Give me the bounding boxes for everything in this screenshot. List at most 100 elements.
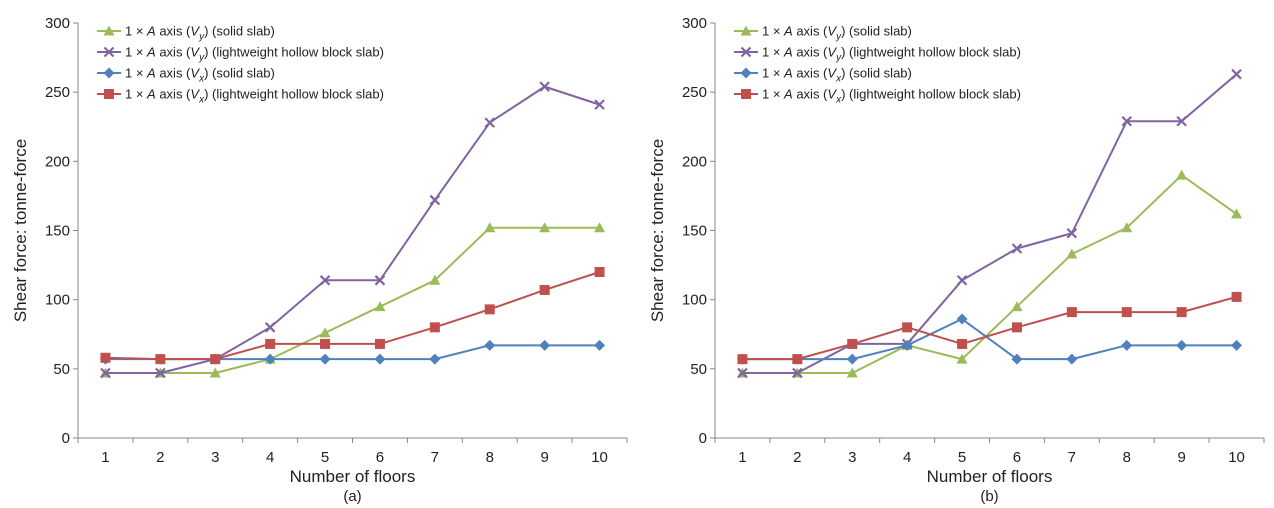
data-point <box>484 222 496 233</box>
x-tick-label: 6 <box>1013 449 1021 466</box>
data-point <box>265 338 276 349</box>
legend-label: 1 × A axis (Vx) (solid slab) <box>125 66 275 85</box>
data-point <box>847 338 858 349</box>
x-tick-label: 6 <box>376 449 384 466</box>
panel-label: (b) <box>980 488 998 505</box>
legend-marker <box>740 46 752 58</box>
y-tick-label: 200 <box>682 153 707 170</box>
y-tick-label: 100 <box>45 292 70 309</box>
data-point <box>901 339 913 351</box>
y-tick-label: 0 <box>699 430 707 447</box>
legend-marker <box>741 89 751 99</box>
data-point <box>957 338 968 349</box>
data-point <box>264 322 276 333</box>
data-point <box>1011 353 1023 365</box>
y-axis-title: Shear force: tonne-force <box>11 139 30 322</box>
x-tick-label: 3 <box>848 449 856 466</box>
data-point <box>320 338 331 349</box>
data-point <box>792 354 803 365</box>
chart-panel-a: 0 50 100 150 200 250 300 1 2 3 4 5 6 7 8 9 10 Number of f… <box>11 15 628 505</box>
legend-item: 1 × A axis (Vx) (lightweight hollow bloc… <box>97 87 384 106</box>
legend-marker <box>740 67 752 79</box>
data-point <box>319 353 331 365</box>
legend-item: 1 × A axis (Vy) (solid slab) <box>734 24 912 43</box>
legend-item: 1 × A axis (Vy) (lightweight hollow bloc… <box>734 45 1021 64</box>
y-axis-title: Shear force: tonne-force <box>648 139 667 322</box>
x-tick-label: 1 <box>738 449 746 466</box>
legend-item: 1 × A axis (Vx) (lightweight hollow bloc… <box>734 87 1021 106</box>
x-tick-label: 8 <box>486 449 494 466</box>
data-point <box>374 301 386 312</box>
legend-item: 1 × A axis (Vy) (lightweight hollow bloc… <box>97 45 384 64</box>
data-point <box>594 99 605 110</box>
chart-panel-b: 0 50 100 150 200 250 300 1 2 3 4 5 6 7 8 9 10 Number of f… <box>648 15 1265 505</box>
x-tick-label: 3 <box>211 449 219 466</box>
y-tick-label: 200 <box>45 153 70 170</box>
legend-marker <box>104 89 114 99</box>
y-tick-label: 50 <box>690 361 707 378</box>
legend-label: 1 × A axis (Vx) (lightweight hollow bloc… <box>125 87 384 106</box>
data-point <box>264 353 276 365</box>
series-4 <box>100 267 605 365</box>
legend-marker <box>103 67 115 79</box>
series-line <box>105 85 600 374</box>
x-tick-label: 4 <box>266 449 274 466</box>
legend-label: 1 × A axis (Vy) (solid slab) <box>125 24 275 43</box>
x-tick-label: 5 <box>321 449 329 466</box>
x-tick-label: 4 <box>903 449 911 466</box>
data-point <box>209 367 221 378</box>
data-point <box>846 367 858 378</box>
data-point <box>539 222 551 233</box>
data-point <box>1176 169 1188 180</box>
y-tick-label: 150 <box>682 223 707 240</box>
data-point <box>100 352 111 363</box>
data-point <box>1231 68 1242 80</box>
data-point <box>956 275 968 286</box>
data-point <box>902 322 913 333</box>
data-point <box>1121 307 1132 318</box>
legend-marker <box>103 46 115 58</box>
legend: 1 × A axis (Vy) (solid slab) 1 × A axis (… <box>734 24 1021 106</box>
data-point <box>792 367 803 379</box>
series-line <box>742 295 1237 361</box>
data-point <box>1231 291 1242 302</box>
data-point <box>484 304 495 315</box>
data-point <box>539 284 550 295</box>
series-line <box>105 271 600 361</box>
legend-item: 1 × A axis (Vx) (solid slab) <box>97 66 275 85</box>
data-point <box>1231 208 1243 219</box>
data-point <box>429 322 440 333</box>
legend-item: 1 × A axis (Vy) (solid slab) <box>97 24 275 43</box>
y-tick-label: 250 <box>682 84 707 101</box>
data-point <box>1231 339 1243 351</box>
data-point <box>484 117 496 128</box>
x-tick-label: 10 <box>591 449 608 466</box>
panel-label: (a) <box>343 488 361 505</box>
x-tick-label: 1 <box>101 449 109 466</box>
legend: 1 × A axis (Vy) (solid slab) 1 × A axis (… <box>97 24 384 106</box>
legend-marker <box>103 25 115 36</box>
data-point <box>429 194 441 206</box>
data-point <box>594 267 605 277</box>
y-tick-label: 300 <box>682 15 707 32</box>
legend-label: 1 × A axis (Vx) (lightweight hollow bloc… <box>762 87 1021 106</box>
data-point <box>429 274 441 285</box>
x-tick-label: 7 <box>1068 449 1076 466</box>
data-point <box>1066 248 1078 259</box>
data-point <box>319 275 331 286</box>
data-point <box>374 338 385 349</box>
x-tick-label: 8 <box>1123 449 1131 466</box>
series-line <box>742 73 1238 374</box>
series-2 <box>737 68 1242 379</box>
data-point <box>737 367 748 379</box>
data-point <box>539 81 550 92</box>
x-tick-label: 9 <box>1177 449 1185 466</box>
series-line <box>742 174 1238 374</box>
series-line <box>105 226 600 374</box>
series-line <box>105 344 600 361</box>
data-point <box>539 339 551 351</box>
data-point <box>374 275 386 286</box>
data-point <box>484 339 496 351</box>
legend-label: 1 × A axis (Vx) (solid slab) <box>762 66 912 85</box>
